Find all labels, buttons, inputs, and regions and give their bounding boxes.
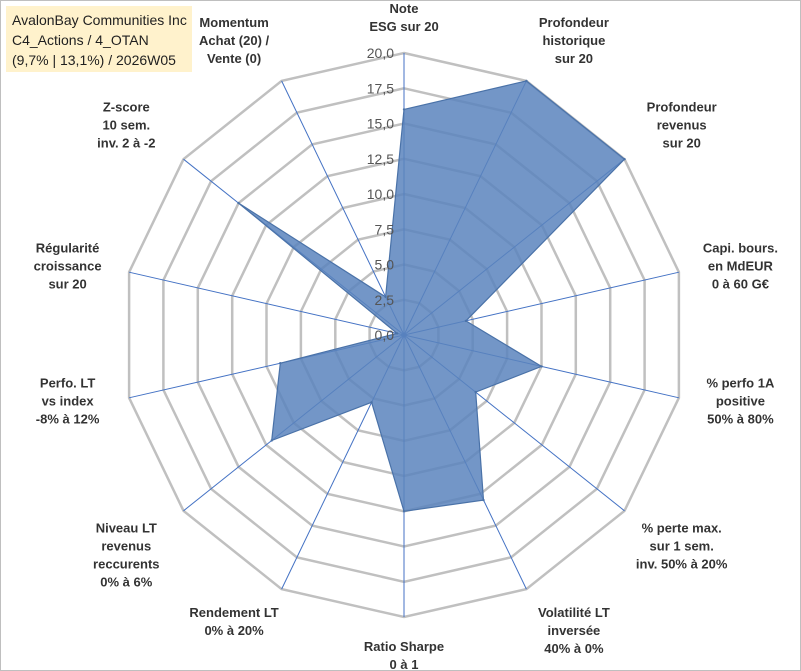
axis-label-line: sur 20	[555, 51, 593, 66]
axis-label-line: % perfo 1A	[706, 376, 775, 391]
axis-label-line: Profondeur	[539, 15, 609, 30]
tick-label: 0,0	[375, 327, 395, 343]
axis-label: Momentum Achat (20) / Vente (0)	[199, 15, 269, 66]
axis-label-line: Ratio Sharpe	[364, 639, 444, 654]
axis-label-line: ESG sur 20	[369, 19, 438, 34]
axis-label-line: revenus	[101, 539, 151, 554]
axis-label-line: 40% à 0%	[544, 641, 604, 656]
axis-label-line: inv. 50% à 20%	[636, 557, 728, 572]
axis-label-line: sur 1 sem.	[650, 539, 714, 554]
axis-label-line: Rendement LT	[189, 605, 278, 620]
axis-spoke	[128, 271, 405, 336]
axis-label-line: Volatilité LT	[538, 605, 610, 620]
data-point	[270, 439, 273, 442]
axis-label: Profondeur revenus sur 20	[647, 100, 717, 151]
tick-label: 5,0	[375, 257, 395, 273]
data-point	[237, 201, 240, 205]
axis-label: Note ESG sur 20	[369, 1, 438, 34]
axis-label: Régularité croissance sur 20	[34, 240, 102, 291]
axis-label-line: positive	[716, 394, 765, 409]
data-point	[370, 401, 373, 404]
tick-label: 17,5	[367, 80, 394, 96]
tick-label: 10,0	[367, 186, 394, 202]
axis-label: Z-score 10 sem. inv. 2 à -2	[97, 100, 155, 151]
axis-label-line: 50% à 80%	[707, 412, 774, 427]
axis-label-line: Régularité	[36, 240, 100, 255]
data-point	[402, 108, 406, 111]
axis-label-line: 0 à 60 G€	[712, 276, 769, 291]
axis-label: % perte max. sur 1 sem. inv. 50% à 20%	[636, 521, 728, 572]
axis-label-line: 0% à 6%	[100, 575, 152, 590]
data-point	[623, 158, 626, 161]
axis-label-line: reccurents	[93, 557, 159, 572]
data-point	[540, 365, 543, 368]
axis-label: Perfo. LT vs index -8% à 12%	[36, 376, 100, 427]
axis-label-line: revenus	[657, 118, 707, 133]
stats-label: (9,7% | 13,1%) / 2026W05	[12, 52, 176, 68]
tick-label: 20,0	[367, 45, 394, 61]
axis-label-line: Note	[390, 1, 419, 16]
tick-label: 2,5	[375, 292, 395, 308]
axis-label-line: -8% à 12%	[36, 412, 100, 427]
axis-label-line: Achat (20) /	[199, 33, 269, 48]
axis-label: Niveau LT revenus reccurents 0% à 6%	[93, 521, 159, 590]
axis-label-line: en MdEUR	[708, 258, 774, 273]
axis-label: % perfo 1A positive 50% à 80%	[706, 376, 775, 427]
axis-label: Ratio Sharpe 0 à 1	[364, 639, 444, 671]
axis-label-line: Capi. bours.	[703, 240, 778, 255]
axis-label: Profondeur historique sur 20	[539, 15, 609, 66]
data-point	[279, 362, 282, 365]
axis-label-line: Z-score	[103, 100, 150, 115]
tick-label: 15,0	[367, 116, 394, 132]
tick-label: 12,5	[367, 151, 394, 167]
axis-label-line: sur 20	[663, 136, 701, 151]
axis-label-line: % perte max.	[642, 521, 722, 536]
data-point	[402, 510, 406, 513]
data-point	[464, 319, 468, 323]
axis-spoke	[281, 80, 405, 336]
axis-label-line: Momentum	[199, 15, 268, 30]
axis-label: Volatilité LT inversée 40% à 0%	[538, 605, 610, 656]
axis-label-line: historique	[542, 33, 605, 48]
axis-label-line: inversée	[548, 623, 601, 638]
company-name: AvalonBay Communities Inc	[12, 12, 187, 28]
axis-label: Capi. bours. en MdEUR 0 à 60 G€	[703, 240, 778, 291]
data-series-area	[238, 80, 626, 512]
axis-label-line: 10 sem.	[102, 118, 150, 133]
axis-label-line: Perfo. LT	[40, 376, 95, 391]
axis-label-line: Profondeur	[647, 100, 717, 115]
axis-label-line: 0 à 1	[390, 657, 419, 671]
axis-label-line: 0% à 20%	[204, 623, 264, 638]
data-point	[525, 79, 528, 83]
axis-label-line: Vente (0)	[207, 51, 261, 66]
data-point	[474, 390, 477, 394]
axis-label: Rendement LT 0% à 20%	[189, 605, 278, 638]
tick-label: 7,5	[375, 221, 395, 237]
axis-label-line: inv. 2 à -2	[97, 136, 155, 151]
axis-label-line: croissance	[34, 258, 102, 273]
data-point	[384, 295, 387, 299]
data-point	[395, 332, 399, 335]
portfolio-label: C4_Actions / 4_OTAN	[12, 32, 149, 48]
info-box: AvalonBay Communities Inc C4_Actions / 4…	[6, 6, 192, 72]
axis-label-line: vs index	[42, 394, 95, 409]
axis-label-line: sur 20	[48, 276, 86, 291]
axis-label-line: Niveau LT	[96, 521, 157, 536]
data-point	[482, 498, 485, 502]
